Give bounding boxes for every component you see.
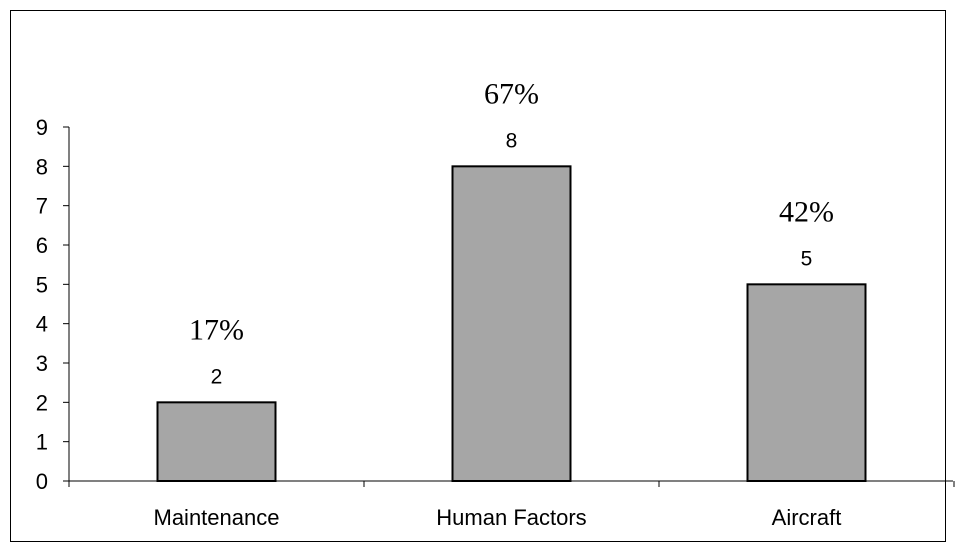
bar-series: [156, 165, 867, 483]
bar-value-label: 8: [506, 129, 518, 152]
y-tick-label: 5: [36, 272, 48, 297]
bar-label-layer: 2 17% Maintenance 8 67% Human Factors 5 42% Airc…: [154, 77, 842, 530]
bar-value-label: 2: [211, 365, 223, 388]
bar-percent-label: 42%: [779, 195, 834, 228]
x-category-label: Maintenance: [154, 505, 280, 530]
bar-human-factors: [451, 165, 572, 482]
chart-frame: [10, 10, 946, 542]
x-category-label: Aircraft: [772, 505, 842, 530]
y-tick-label: 4: [36, 312, 48, 337]
y-axis-ticks: 0 1 2 3 4 5 6 7 8 9: [36, 115, 69, 494]
y-tick-label: 3: [36, 351, 48, 376]
y-tick-label: 0: [36, 469, 48, 494]
y-tick-label: 1: [36, 430, 48, 455]
y-tick-label: 7: [36, 194, 48, 219]
y-tick-label: 8: [36, 154, 48, 179]
x-axis-ticks: [68, 481, 955, 487]
bar-value-label: 5: [801, 247, 813, 270]
y-tick-label: 6: [36, 233, 48, 258]
x-category-label: Human Factors: [436, 505, 586, 530]
bar-percent-label: 17%: [189, 313, 244, 346]
bar-maintenance: [156, 401, 277, 483]
y-tick-label: 9: [36, 115, 48, 140]
bar-aircraft: [746, 283, 867, 483]
y-tick-label: 2: [36, 390, 48, 415]
bar-percent-label: 67%: [484, 77, 539, 110]
